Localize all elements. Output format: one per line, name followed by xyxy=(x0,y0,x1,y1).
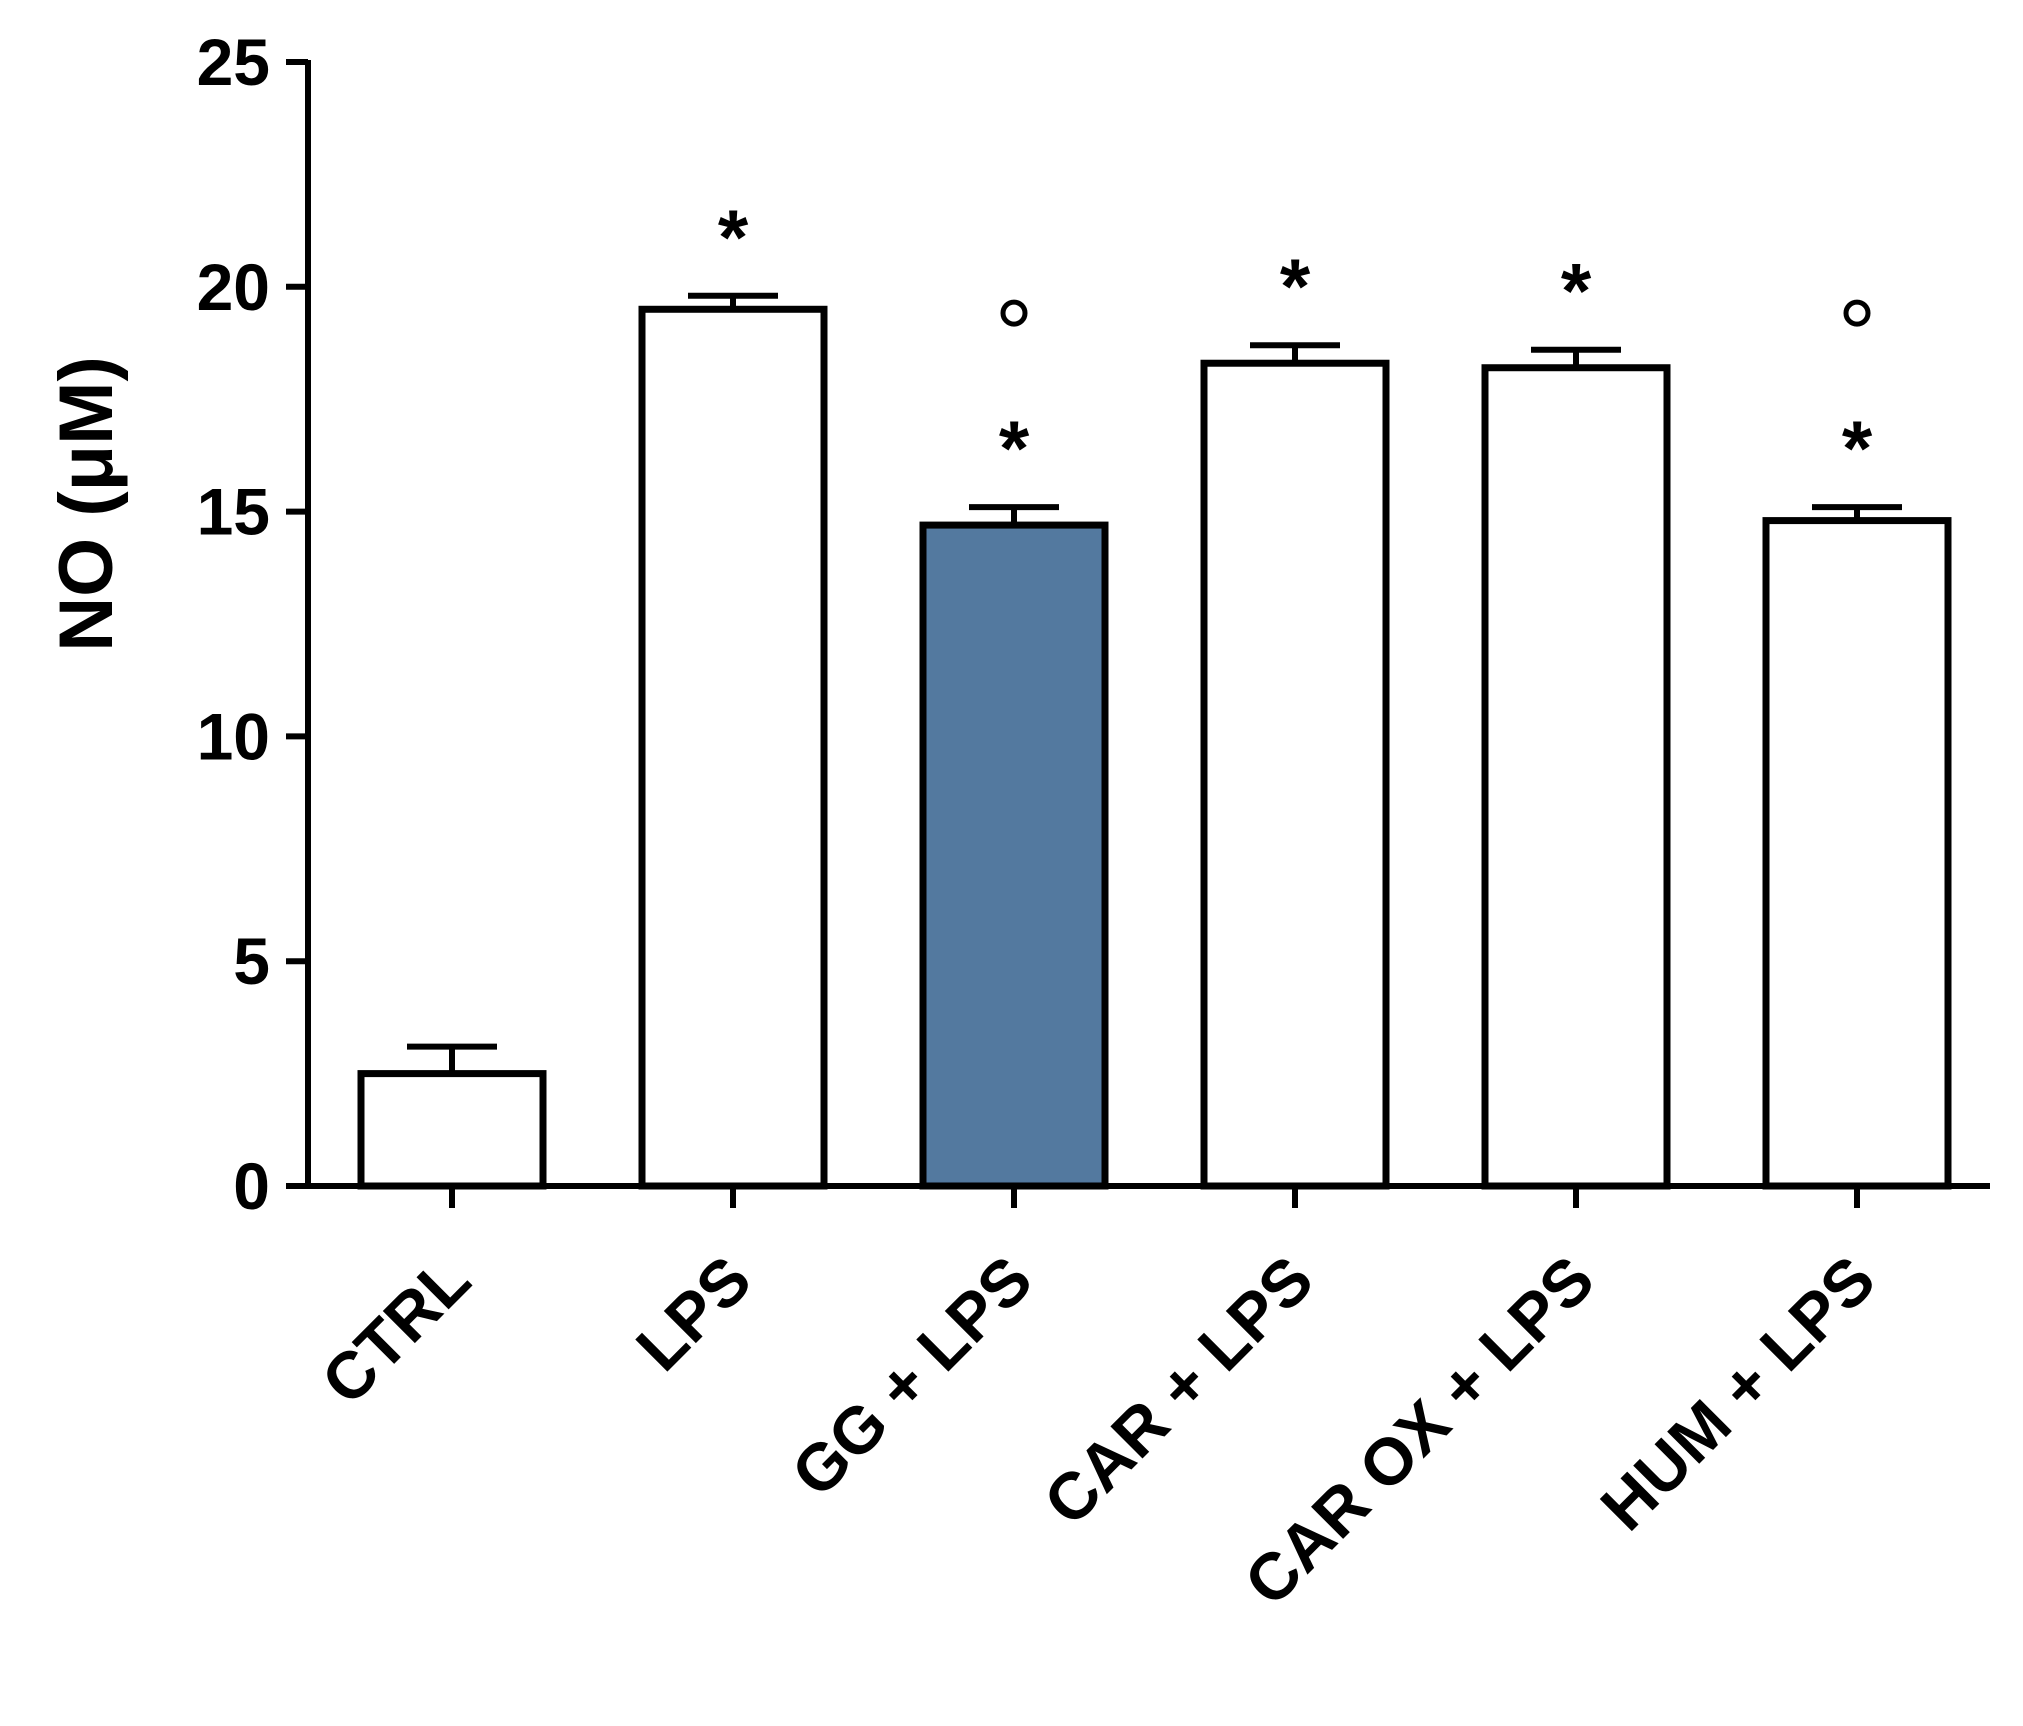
significance-star: * xyxy=(718,193,749,281)
bar xyxy=(1762,517,1952,1190)
bar xyxy=(1481,364,1671,1190)
y-tick-label: 25 xyxy=(197,25,270,99)
error-bar xyxy=(1812,504,1902,521)
bar xyxy=(638,305,828,1190)
significance-circle: ° xyxy=(1843,299,1871,327)
error-bar xyxy=(969,504,1059,526)
significance-circle: ° xyxy=(1000,299,1028,327)
y-axis-label: NO (μM) xyxy=(44,356,129,652)
bar xyxy=(919,521,1109,1190)
x-category-label: GG + LPS xyxy=(777,1242,1046,1511)
significance-marks-layer: * * ° * * * ° xyxy=(718,193,1873,492)
significance-star: * xyxy=(1280,242,1311,330)
error-bar xyxy=(407,1043,497,1074)
bar xyxy=(357,1070,547,1190)
y-tick-label: 20 xyxy=(197,250,270,324)
significance-star: * xyxy=(999,404,1030,492)
x-category-label: LPS xyxy=(622,1242,765,1385)
bar xyxy=(1200,359,1390,1190)
y-tick-label: 15 xyxy=(197,475,270,549)
x-category-label: CTRL xyxy=(307,1242,484,1419)
error-bar xyxy=(1250,342,1340,364)
bars-layer xyxy=(357,305,1952,1190)
significance-star: * xyxy=(1842,404,1873,492)
y-tick-label: 10 xyxy=(197,699,270,773)
y-tick-label: 5 xyxy=(233,924,270,998)
y-ticks: 0 5 10 15 20 25 xyxy=(197,25,308,1223)
y-tick-label: 0 xyxy=(233,1149,270,1223)
error-bars-layer xyxy=(407,292,1902,1074)
significance-star: * xyxy=(1561,247,1592,335)
error-bar xyxy=(1531,346,1621,368)
error-bar xyxy=(688,292,778,310)
x-category-label: HUM + LPS xyxy=(1586,1242,1889,1545)
x-category-label: CAR + LPS xyxy=(1030,1242,1327,1539)
